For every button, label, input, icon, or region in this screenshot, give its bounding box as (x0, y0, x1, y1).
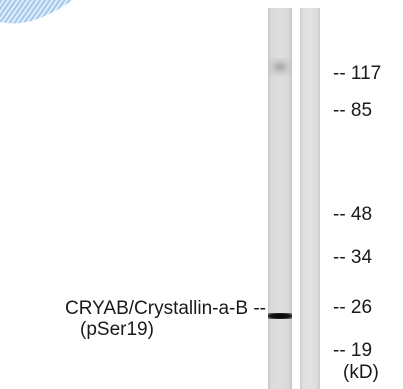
marker-85: -- 85 (333, 100, 373, 121)
faint-band (268, 58, 292, 76)
marker-117: -- 117 (333, 63, 382, 84)
marker-48: -- 48 (333, 204, 373, 225)
target-label: CRYAB/Crystallin-a-B -- (65, 298, 266, 319)
marker-26: -- 26 (333, 297, 373, 318)
watermark-logo (0, 0, 72, 24)
target-sublabel: (pSer19) (80, 319, 154, 340)
lane-sample (268, 8, 292, 389)
unit-label: (kD) (343, 362, 379, 383)
marker-34: -- 34 (333, 247, 373, 268)
marker-19: -- 19 (333, 340, 373, 361)
lane-control (300, 8, 320, 389)
target-band (268, 313, 292, 319)
